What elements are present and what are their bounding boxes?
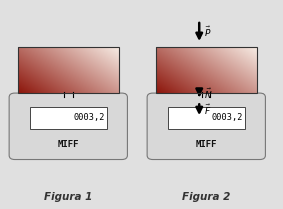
Text: MIFF: MIFF [196, 140, 217, 149]
Text: MIFF: MIFF [57, 140, 79, 149]
Bar [30, 107, 107, 129]
Text: Figura 1: Figura 1 [44, 192, 93, 202]
FancyBboxPatch shape [9, 93, 127, 159]
Text: Figura 2: Figura 2 [182, 192, 230, 202]
Bar [168, 107, 245, 129]
Text: 0003,2: 0003,2 [74, 113, 105, 122]
Text: $\vec{F}$: $\vec{F}$ [204, 103, 212, 117]
Bar [18, 47, 119, 93]
Bar [150, 93, 263, 97]
FancyBboxPatch shape [147, 93, 265, 159]
Bar [12, 93, 125, 97]
Bar [156, 47, 257, 93]
Text: $\vec{N}$: $\vec{N}$ [204, 87, 213, 101]
Text: 0003,2: 0003,2 [212, 113, 243, 122]
Text: $\vec{P}$: $\vec{P}$ [204, 25, 212, 39]
